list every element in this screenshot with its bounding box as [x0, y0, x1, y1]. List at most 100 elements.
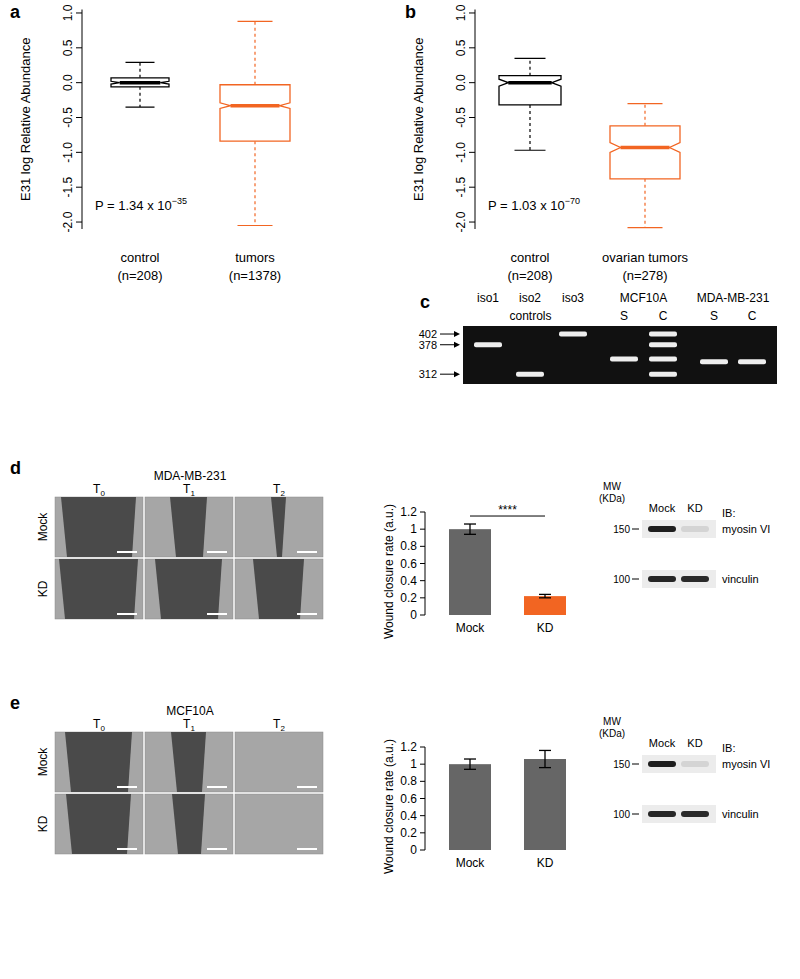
probe-label: vinculin [722, 808, 759, 820]
y-tick [420, 832, 425, 833]
blot-band [648, 576, 676, 582]
probe-label: vinculin [722, 573, 759, 585]
y-tick [420, 850, 425, 851]
scale-bar [207, 848, 227, 850]
y-tick-label: 0.2 [400, 826, 417, 840]
blot-band [681, 811, 709, 817]
time-sub: 1 [190, 489, 195, 498]
probe-label: myosin VI [722, 523, 770, 535]
y-axis-title: E31 log Relative Abundance [411, 38, 426, 201]
mw-title: MW [603, 716, 621, 727]
band [559, 332, 587, 337]
wound-gap [66, 794, 131, 854]
micrograph [235, 794, 323, 854]
mw-tick [632, 814, 639, 815]
whisker-upper [529, 58, 530, 75]
blot-band [681, 761, 709, 767]
row-label: KD [36, 815, 50, 832]
band [649, 372, 677, 377]
image-title: MDA-MB-231 [154, 469, 227, 483]
y-tick-label: -2.0 [454, 211, 468, 232]
blot-band [681, 576, 709, 582]
y-tick [420, 781, 425, 782]
y-tick [469, 152, 475, 153]
mw-marker: 150 [613, 759, 630, 770]
x-tick-label: control [510, 250, 549, 265]
lane-label: S [620, 309, 628, 323]
plot-area [111, 21, 290, 225]
error-cap [539, 750, 551, 751]
median [621, 146, 670, 150]
p-exponent: −70 [565, 196, 580, 206]
whisker-cap-lower [126, 106, 155, 107]
x-tick-label: tumors [235, 250, 275, 265]
blot-band [648, 526, 676, 532]
y-tick-label: 1 [410, 522, 417, 536]
figure: a-2.0-1.5-1.0-0.50.00.51.0E31 log Relati… [0, 0, 800, 979]
box [220, 85, 290, 141]
y-tick-label: 0.0 [454, 74, 468, 91]
y-tick [469, 47, 475, 48]
y-tick [469, 82, 475, 83]
lane-label: iso2 [519, 291, 541, 305]
scale-bar [297, 613, 317, 615]
whisker-cap-lower [628, 227, 663, 228]
wound-gap [171, 732, 206, 792]
y-tick [420, 546, 425, 547]
y-axis-line [82, 10, 83, 230]
time-sub: 1 [190, 724, 195, 733]
x-tick-label: control [120, 250, 159, 265]
whisker-cap-upper [238, 21, 273, 22]
y-tick [76, 47, 82, 48]
time-label: T2 [273, 717, 285, 733]
y-tick-label: 0.4 [400, 809, 417, 823]
micrograph-frame [145, 497, 233, 557]
error-bar [469, 524, 470, 534]
micrograph [235, 732, 323, 792]
x-tick-label: ovarian tumors [602, 250, 688, 265]
mw-tick [632, 579, 639, 580]
median [508, 81, 551, 85]
size-arrow [440, 344, 454, 345]
micrograph-frame [55, 732, 143, 792]
p-value: P = 1.34 x 10−35 [95, 196, 187, 213]
micrograph-frame [145, 794, 233, 854]
y-tick-label: -1.5 [454, 177, 468, 198]
panel-label: d [10, 458, 21, 478]
arrow-head [454, 342, 460, 348]
y-tick-label: 0 [410, 843, 417, 857]
time-sub: 2 [280, 724, 285, 733]
error-bar [469, 759, 470, 769]
y-tick-label: -0.5 [454, 107, 468, 128]
scale-bar [117, 786, 137, 788]
time-sub: 2 [280, 489, 285, 498]
micrograph [145, 559, 233, 619]
mw-tick [632, 764, 639, 765]
y-tick [469, 117, 475, 118]
y-tick [469, 187, 475, 188]
error-cap [464, 769, 476, 770]
lane-label: iso3 [562, 291, 584, 305]
scale-bar [117, 848, 137, 850]
y-tick-label: 1.0 [61, 4, 75, 21]
y-tick [420, 815, 425, 816]
blot-strip [642, 520, 716, 538]
micrograph-frame [235, 794, 323, 854]
y-tick-label: 0 [410, 608, 417, 622]
scale-bar [297, 786, 317, 788]
mw-unit: (KDa) [599, 728, 625, 739]
time-label: T1 [183, 482, 195, 498]
y-axis-title: Wound closure rate (a.u.) [382, 739, 396, 874]
blot-lane-label: KD [687, 737, 702, 749]
mw-marker: 100 [613, 574, 630, 585]
y-tick [420, 563, 425, 564]
mw-unit: (KDa) [599, 493, 625, 504]
bar [449, 529, 491, 615]
error-cap [464, 523, 476, 524]
blot-strip [642, 570, 716, 588]
blot-strip [642, 755, 716, 773]
x-tick-note: (n=208) [507, 268, 552, 283]
mw-title: MW [603, 481, 621, 492]
micrograph-frame [235, 559, 323, 619]
group-label: MDA-MB-231 [697, 291, 770, 305]
